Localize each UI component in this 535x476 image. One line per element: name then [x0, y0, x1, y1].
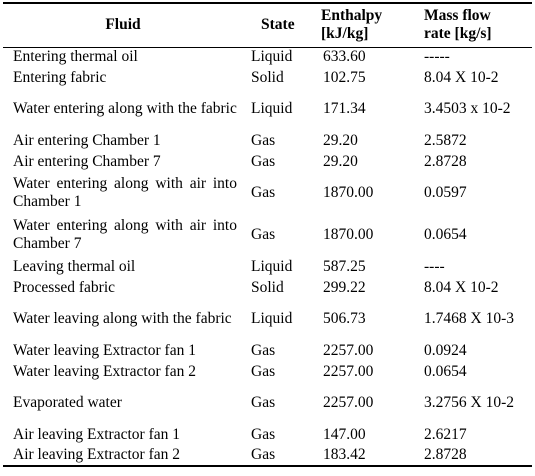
cell-state: Gas [251, 425, 276, 443]
cell-fluid: Water entering along with air into Chamb… [13, 217, 237, 252]
cell-enthalpy: 29.20 [323, 152, 358, 170]
cell-mass-flow: ---- [424, 257, 445, 275]
cell-fluid: Water leaving along with the fabric [13, 310, 232, 327]
cell-enthalpy: 506.73 [323, 310, 366, 327]
cell-mass-flow: 0.0924 [424, 341, 467, 359]
header-enthalpy-line1: Enthalpy [321, 7, 383, 25]
cell-enthalpy: 2257.00 [323, 362, 374, 380]
cell-mass-flow: 0.0654 [424, 226, 467, 243]
table-row: Processed fabric Solid 299.22 8.04 X 10-2 [3, 277, 532, 298]
cell-fluid: Evaporated water [13, 394, 122, 411]
cell-enthalpy: 147.00 [323, 425, 366, 443]
cell-mass-flow: 2.8728 [424, 152, 467, 170]
cell-enthalpy: 29.20 [323, 131, 358, 149]
table-row: Water entering along with air into Chamb… [3, 214, 532, 256]
cell-fluid: Air entering Chamber 1 [13, 131, 161, 149]
table-row: Entering fabric Solid 102.75 8.04 X 10-2 [3, 67, 532, 88]
cell-mass-flow: 0.0597 [424, 184, 467, 201]
cell-state: Gas [243, 445, 319, 467]
cell-fluid: Water leaving Extractor fan 1 [13, 341, 196, 359]
table-row: Water leaving along with the fabric Liqui… [3, 298, 532, 340]
cell-enthalpy: 1870.00 [323, 184, 374, 201]
cell-mass-flow: 2.5872 [424, 131, 467, 149]
table-row: Water leaving Extractor fan 1 Gas 2257.00 0… [3, 340, 532, 361]
table-row: Water entering along with the fabric Liqu… [3, 88, 532, 130]
table-row: Water leaving Extractor fan 2 Gas 2257.00 0… [3, 361, 532, 382]
table-row: Evaporated water Gas 2257.00 3.2756 X 10-2 [3, 382, 532, 424]
cell-state: Solid [251, 68, 284, 86]
cell-state: Gas [251, 341, 276, 359]
cell-mass-flow: 8.04 X 10-2 [424, 278, 499, 296]
cell-enthalpy: 587.25 [323, 257, 366, 275]
cell-state: Gas [251, 131, 276, 149]
header-enthalpy-line2: [kJ/kg] [321, 25, 369, 43]
cell-fluid: Processed fabric [13, 278, 115, 296]
cell-mass-flow: ----- [424, 48, 450, 66]
table-body: Entering thermal oil Liquid 633.60 ----- Ent… [3, 47, 532, 467]
cell-enthalpy: 2257.00 [323, 394, 374, 411]
cell-mass-flow: 2.6217 [424, 425, 467, 443]
cell-state: Liquid [251, 310, 293, 327]
cell-enthalpy: 183.42 [319, 445, 420, 467]
table-header: Fluid State Enthalpy [kJ/kg] Mass flow r… [3, 2, 532, 48]
cell-enthalpy: 171.34 [323, 100, 366, 117]
cell-mass-flow: 3.2756 X 10-2 [424, 394, 514, 411]
header-fluid: Fluid [3, 2, 243, 48]
cell-fluid: Water entering along with air into Chamb… [13, 175, 237, 210]
cell-state: Liquid [251, 257, 293, 275]
cell-fluid: Entering thermal oil [13, 48, 138, 66]
table-row: Leaving thermal oil Liquid 587.25 ---- [3, 256, 532, 277]
cell-enthalpy: 102.75 [323, 68, 366, 86]
cell-fluid: Air leaving Extractor fan 1 [13, 425, 180, 443]
header-mass-flow-line2: rate [kg/s] [424, 25, 492, 43]
cell-fluid: Leaving thermal oil [13, 257, 136, 275]
table-row: Water entering along with air into Chamb… [3, 172, 532, 214]
cell-enthalpy: 299.22 [323, 278, 366, 296]
cell-fluid: Entering fabric [13, 68, 107, 86]
table-row: Air leaving Extractor fan 2 Gas 183.42 2.87… [3, 445, 532, 467]
cell-state: Gas [251, 184, 276, 201]
cell-mass-flow: 3.4503 x 10-2 [424, 100, 511, 117]
table-row: Air entering Chamber 1 Gas 29.20 2.5872 [3, 130, 532, 151]
cell-enthalpy: 2257.00 [323, 341, 374, 359]
cell-enthalpy: 1870.00 [323, 226, 374, 243]
cell-state: Liquid [251, 48, 293, 66]
cell-fluid: Water leaving Extractor fan 2 [13, 362, 196, 380]
cell-state: Gas [251, 152, 276, 170]
header-mass-flow: Mass flow rate [kg/s] [420, 2, 532, 48]
table-row: Air entering Chamber 7 Gas 29.20 2.8728 [3, 151, 532, 172]
cell-state: Solid [251, 278, 284, 296]
cell-state: Liquid [251, 100, 293, 117]
cell-mass-flow: 0.0654 [424, 362, 467, 380]
table-row: Entering thermal oil Liquid 633.60 ----- [3, 47, 532, 67]
cell-state: Gas [251, 362, 276, 380]
cell-mass-flow: 1.7468 X 10-3 [424, 310, 514, 327]
cell-fluid: Air leaving Extractor fan 2 [3, 445, 243, 467]
header-enthalpy: Enthalpy [kJ/kg] [319, 2, 420, 48]
cell-mass-flow: 2.8728 [420, 445, 532, 467]
cell-state: Gas [251, 394, 276, 411]
cell-enthalpy: 633.60 [323, 48, 366, 66]
cell-state: Gas [251, 226, 276, 243]
header-mass-flow-line1: Mass flow [424, 7, 491, 25]
cell-mass-flow: 8.04 X 10-2 [424, 68, 499, 86]
fluid-properties-table: Fluid State Enthalpy [kJ/kg] Mass flow r… [3, 2, 532, 467]
header-state: State [243, 2, 319, 48]
header-row: Fluid State Enthalpy [kJ/kg] Mass flow r… [3, 2, 532, 48]
cell-fluid: Water entering along with the fabric [13, 100, 237, 117]
cell-fluid: Air entering Chamber 7 [13, 152, 161, 170]
table-row: Air leaving Extractor fan 1 Gas 147.00 2.62… [3, 424, 532, 445]
